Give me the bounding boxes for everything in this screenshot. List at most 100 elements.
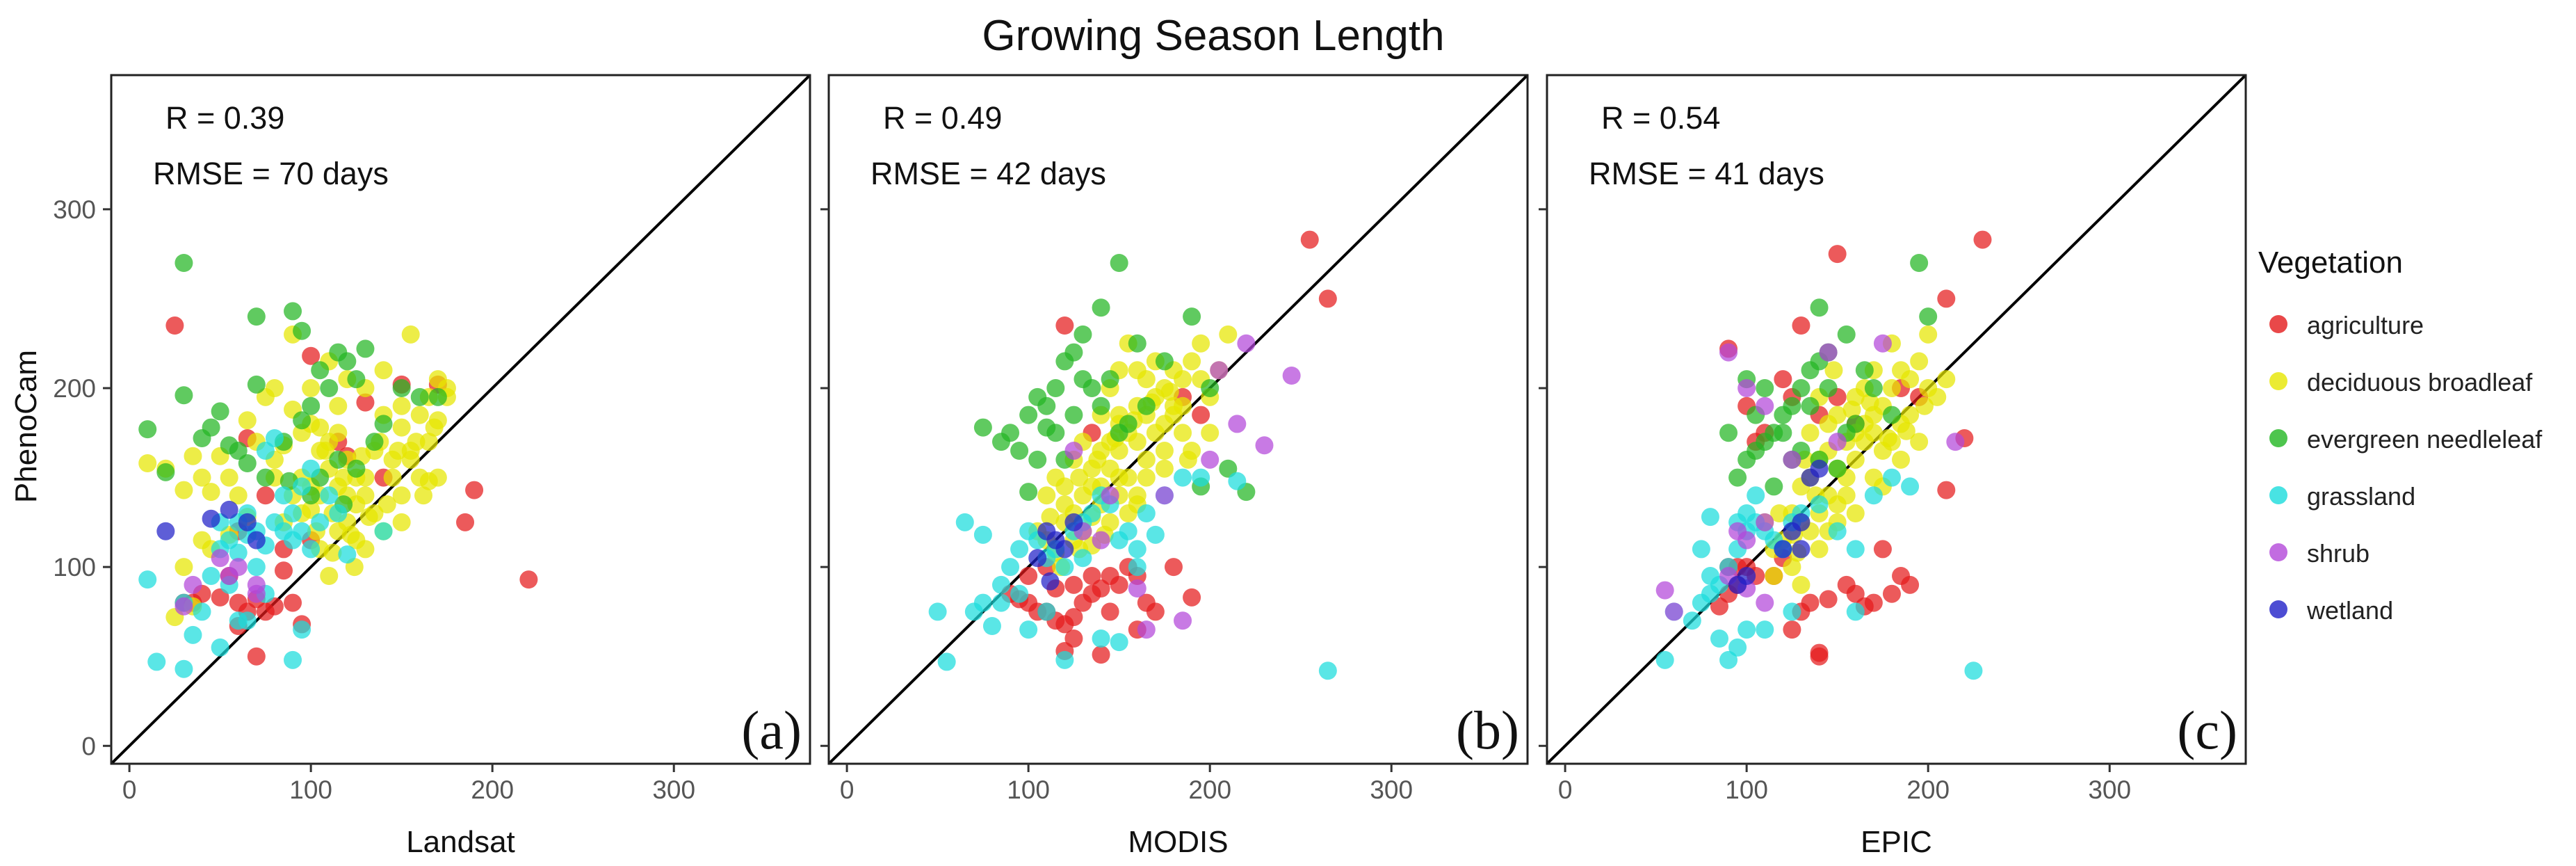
point-evergreen <box>193 429 211 447</box>
point-shrub <box>1946 433 1965 451</box>
point-evergreen <box>428 387 447 406</box>
point-evergreen <box>293 321 311 340</box>
point-grassland <box>1074 549 1092 568</box>
point-deciduous <box>1765 567 1783 585</box>
point-grassland <box>1010 584 1029 603</box>
point-grassland <box>1810 495 1829 514</box>
point-evergreen <box>1819 379 1838 397</box>
legend-label-wetland: wetland <box>2306 596 2393 625</box>
point-grassland <box>991 575 1010 594</box>
point-evergreen <box>1801 396 1820 415</box>
point-grassland <box>955 513 974 531</box>
point-grassland <box>1228 472 1247 490</box>
point-wetland <box>1810 459 1829 478</box>
point-grassland <box>338 545 357 564</box>
stat-r: R = 0.49 <box>883 100 1002 136</box>
point-evergreen <box>374 415 393 433</box>
point-evergreen <box>138 420 157 439</box>
point-evergreen <box>1092 396 1110 415</box>
point-deciduous <box>1055 495 1074 514</box>
point-deciduous <box>392 486 411 505</box>
point-grassland <box>1783 602 1801 621</box>
point-grassland <box>1901 477 1920 496</box>
x-tick-label: 100 <box>1007 776 1050 804</box>
point-evergreen <box>247 307 266 326</box>
point-evergreen <box>175 386 193 405</box>
point-grassland <box>973 593 992 612</box>
point-grassland <box>1882 468 1901 487</box>
panel-letter: (a) <box>741 700 802 760</box>
point-wetland <box>1774 540 1792 559</box>
point-grassland <box>1128 558 1147 577</box>
point-grassland <box>138 570 157 589</box>
point-grassland <box>1737 504 1756 522</box>
point-deciduous <box>302 379 321 397</box>
point-grassland <box>220 531 238 550</box>
point-agriculture <box>1882 584 1901 603</box>
point-wetland <box>247 531 266 550</box>
point-evergreen <box>211 402 229 421</box>
point-deciduous <box>1910 433 1929 451</box>
panel-3: 0 100 200 300 EPIC R = 0.54 RMSE = 41 days (c) <box>1539 74 2247 859</box>
x-tick-label: 200 <box>1188 776 1231 804</box>
legend-swatch-grassland <box>2269 486 2287 504</box>
y-tick-label: 200 <box>53 374 96 403</box>
point-shrub <box>211 549 229 568</box>
legend-label-shrub: shrub <box>2307 539 2370 568</box>
point-deciduous <box>1846 504 1865 522</box>
point-deciduous <box>238 411 257 430</box>
point-grassland <box>202 567 220 585</box>
point-evergreen <box>1855 361 1874 380</box>
x-axis-label: EPIC <box>1861 825 1932 859</box>
point-evergreen <box>1837 325 1856 344</box>
point-deciduous <box>1041 508 1060 527</box>
point-grassland <box>1692 540 1710 559</box>
point-deciduous <box>1897 422 1915 440</box>
chart-title: Growing Season Length <box>982 12 1444 60</box>
point-evergreen <box>991 433 1010 451</box>
point-evergreen <box>1028 450 1047 469</box>
point-agriculture <box>1110 575 1128 594</box>
legend-swatch-deciduous <box>2269 372 2287 390</box>
point-deciduous <box>378 495 396 514</box>
point-grassland <box>284 504 302 522</box>
point-agriculture <box>1937 481 1956 499</box>
point-grassland <box>1964 661 1983 680</box>
y-axis-label: PhenoCam <box>9 350 43 503</box>
point-grassland <box>1828 522 1847 540</box>
point-deciduous <box>356 540 375 559</box>
point-deciduous <box>419 433 438 451</box>
legend-swatch-shrub <box>2269 543 2287 561</box>
point-evergreen <box>1037 418 1056 437</box>
point-deciduous <box>1155 442 1174 460</box>
x-tick-label: 0 <box>840 776 854 804</box>
point-wetland <box>1041 572 1060 591</box>
point-deciduous <box>1864 424 1883 442</box>
point-evergreen <box>356 339 375 358</box>
point-agriculture <box>1101 602 1119 621</box>
point-deciduous <box>1792 575 1811 594</box>
x-axis-label: Landsat <box>406 825 515 859</box>
point-grassland <box>1756 620 1774 639</box>
point-agriculture <box>1973 230 1992 249</box>
point-deciduous <box>419 472 438 490</box>
point-deciduous <box>392 418 411 437</box>
y-tick-label: 300 <box>53 195 96 224</box>
point-deciduous <box>1819 415 1838 433</box>
point-grassland <box>302 540 321 559</box>
point-agriculture <box>1792 316 1811 335</box>
point-deciduous <box>311 418 330 437</box>
point-grassland <box>1119 522 1137 540</box>
point-grassland <box>973 525 992 544</box>
point-evergreen <box>1155 352 1174 371</box>
point-deciduous <box>1783 558 1801 577</box>
point-grassland <box>1655 650 1674 669</box>
stat-rmse: RMSE = 41 days <box>1589 156 1824 191</box>
point-deciduous <box>1174 424 1192 442</box>
point-shrub <box>1737 379 1756 397</box>
point-deciduous <box>184 447 202 465</box>
stat-rmse: RMSE = 42 days <box>870 156 1106 191</box>
point-grassland <box>1055 650 1074 669</box>
point-evergreen <box>338 352 357 371</box>
point-shrub <box>247 575 266 594</box>
